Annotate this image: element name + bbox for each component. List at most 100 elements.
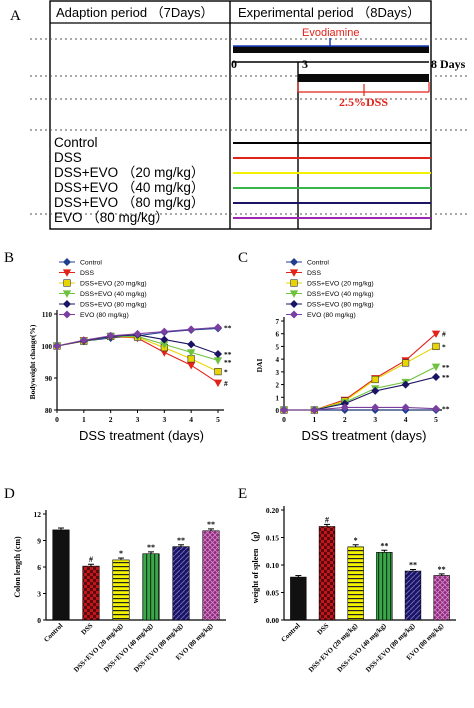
b-y-tick-label-1: 90 bbox=[45, 375, 53, 383]
d-y-tick-label-0: 0 bbox=[37, 616, 41, 625]
e-sig-label-3: ** bbox=[380, 541, 388, 550]
c-legend-marker-5 bbox=[289, 310, 299, 319]
c-legend-label-1: DSS bbox=[307, 270, 321, 277]
b-x-tick-label-4: 3 bbox=[162, 415, 166, 424]
b-x-tick-label-2: 2 bbox=[109, 415, 113, 424]
c-y-tick-label-4: 4 bbox=[276, 356, 280, 364]
d-y-tick-label-4: 12 bbox=[34, 510, 42, 519]
c-point-5-1 bbox=[310, 405, 319, 415]
b-point-2-6 bbox=[214, 367, 222, 376]
b-y-tick-label-0: 80 bbox=[45, 407, 53, 415]
c-x-tick-label-3: 3 bbox=[373, 415, 377, 424]
c-x-axis-label: DSS treatment (days) bbox=[302, 428, 427, 443]
c-legend-label-5: EVO (80 mg/kg) bbox=[307, 312, 356, 319]
e-bar-2 bbox=[347, 546, 364, 621]
e-category-label-4: DSS+EVO (80 mg/kg) bbox=[364, 621, 417, 674]
panel-b: B 80 90 100 110 0 1 2 3 3 4 5 DSS treatment (days) B… bbox=[4, 250, 232, 443]
panel-a: A Adaption period （7Days） Experimental p… bbox=[10, 0, 470, 230]
evodiamine-label: Evodiamine bbox=[302, 27, 359, 39]
b-legend-marker-3 bbox=[62, 290, 72, 298]
c-point-5-2 bbox=[340, 403, 349, 412]
e-bar-4 bbox=[404, 570, 422, 621]
b-point-5-6 bbox=[213, 323, 223, 332]
chart-bodyweight: 80 90 100 110 0 1 2 3 3 4 5 DSS treatment (days) Bod… bbox=[28, 257, 232, 443]
e-sig-label-5: ** bbox=[438, 565, 446, 574]
c-x-tick-label-1: 1 bbox=[313, 415, 317, 424]
c-annotation-4: ** bbox=[442, 405, 450, 414]
b-x-axis-label: DSS treatment (days) bbox=[79, 428, 204, 443]
c-annotation-0: # bbox=[442, 330, 446, 339]
e-bar-1 bbox=[318, 526, 336, 621]
panel-label-b: B bbox=[4, 250, 14, 266]
c-legend-marker-3 bbox=[289, 290, 299, 298]
adaption-period-label: Adaption period （7Days） bbox=[56, 5, 214, 20]
c-y-tick-label-7: 7 bbox=[276, 318, 280, 326]
c-y-tick-label-5: 5 bbox=[276, 343, 280, 351]
e-y-axis-label: weight of spleen （g） bbox=[250, 527, 260, 604]
c-legend-label-0: Control bbox=[307, 260, 329, 267]
d-y-axis-label: Colon length (cm) bbox=[13, 536, 22, 598]
d-sig-label-3: ** bbox=[147, 543, 155, 552]
c-legend-label-2: DSS+EVO (20 mg/kg) bbox=[307, 281, 374, 288]
b-point-5-4 bbox=[160, 327, 169, 336]
b-legend-marker-0 bbox=[62, 257, 72, 267]
b-point-1-6 bbox=[213, 379, 223, 388]
c-y-axis-label: DAI bbox=[255, 359, 264, 373]
c-series-line-1 bbox=[284, 333, 437, 411]
d-y-tick-label-3: 9 bbox=[37, 537, 41, 546]
c-x-tick-label-2: 2 bbox=[343, 415, 347, 424]
d-sig-label-2: * bbox=[119, 549, 123, 558]
c-point-1-5 bbox=[431, 330, 441, 339]
b-legend-label-1: DSS bbox=[80, 270, 94, 277]
b-x-tick-label-5: 4 bbox=[189, 415, 193, 424]
b-legend-label-3: DSS+EVO (40 mg/kg) bbox=[80, 291, 147, 298]
c-point-5-3 bbox=[371, 403, 380, 412]
panel-label-d: D bbox=[4, 486, 15, 502]
b-legend-label-2: DSS+EVO (20 mg/kg) bbox=[80, 281, 147, 288]
d-bar-0 bbox=[52, 529, 70, 621]
e-category-label-1: DSS bbox=[316, 622, 331, 637]
b-legend-label-5: EVO (80 mg/kg) bbox=[80, 312, 129, 319]
c-y-tick-label-3: 3 bbox=[276, 369, 280, 377]
c-legend-marker-0 bbox=[289, 257, 299, 267]
c-point-2-5 bbox=[432, 342, 440, 351]
b-legend-marker-2 bbox=[63, 279, 71, 287]
d-bar-1 bbox=[82, 565, 100, 621]
e-y-tick-label-3: 0.15 bbox=[266, 534, 279, 543]
d-sig-label-5: ** bbox=[207, 520, 215, 529]
b-point-4-4 bbox=[160, 335, 169, 344]
c-annotation-1: * bbox=[442, 342, 446, 351]
b-point-5-0 bbox=[52, 341, 62, 351]
d-category-label-1: DSS bbox=[80, 622, 95, 637]
panel-c: C 0 1 2 3 4 5 6 7 0 1 2 3 4 5 DSS treatment (days) DAI #… bbox=[238, 250, 450, 443]
group-label-3: DSS+EVO （40 mg/kg） bbox=[54, 180, 204, 195]
b-x-tick-label-6: 5 bbox=[216, 415, 220, 424]
b-x-tick-label-1: 1 bbox=[82, 415, 86, 424]
d-y-tick-label-1: 3 bbox=[37, 590, 41, 599]
e-category-label-3: DSS+EVO (40 mg/kg) bbox=[336, 621, 389, 674]
c-point-4-4 bbox=[401, 380, 410, 389]
c-annotation-2: ** bbox=[442, 363, 450, 372]
b-x-tick-label-3: 3 bbox=[136, 415, 140, 424]
c-legend-marker-4 bbox=[289, 299, 299, 309]
d-sig-label-4: ** bbox=[177, 536, 185, 545]
b-point-5-5 bbox=[187, 325, 196, 334]
b-point-1-5 bbox=[187, 362, 196, 370]
e-sig-label-2: * bbox=[354, 536, 358, 545]
d-bar-2 bbox=[112, 559, 130, 621]
b-y-tick-label-2: 100 bbox=[42, 343, 53, 351]
b-legend-label-4: DSS+EVO (80 mg/kg) bbox=[80, 302, 147, 309]
c-point-3-5 bbox=[431, 363, 441, 372]
e-category-label-2: DSS+EVO (20 mg/kg) bbox=[307, 621, 360, 674]
panel-label-e: E bbox=[238, 486, 247, 502]
c-point-5-5 bbox=[431, 404, 441, 413]
panel-label-c: C bbox=[238, 250, 248, 266]
group-label-2: DSS+EVO （20 mg/kg） bbox=[54, 165, 204, 180]
e-y-tick-label-1: 0.05 bbox=[266, 589, 279, 598]
d-bar-3 bbox=[142, 553, 160, 621]
b-y-tick-label-3: 110 bbox=[42, 311, 53, 319]
